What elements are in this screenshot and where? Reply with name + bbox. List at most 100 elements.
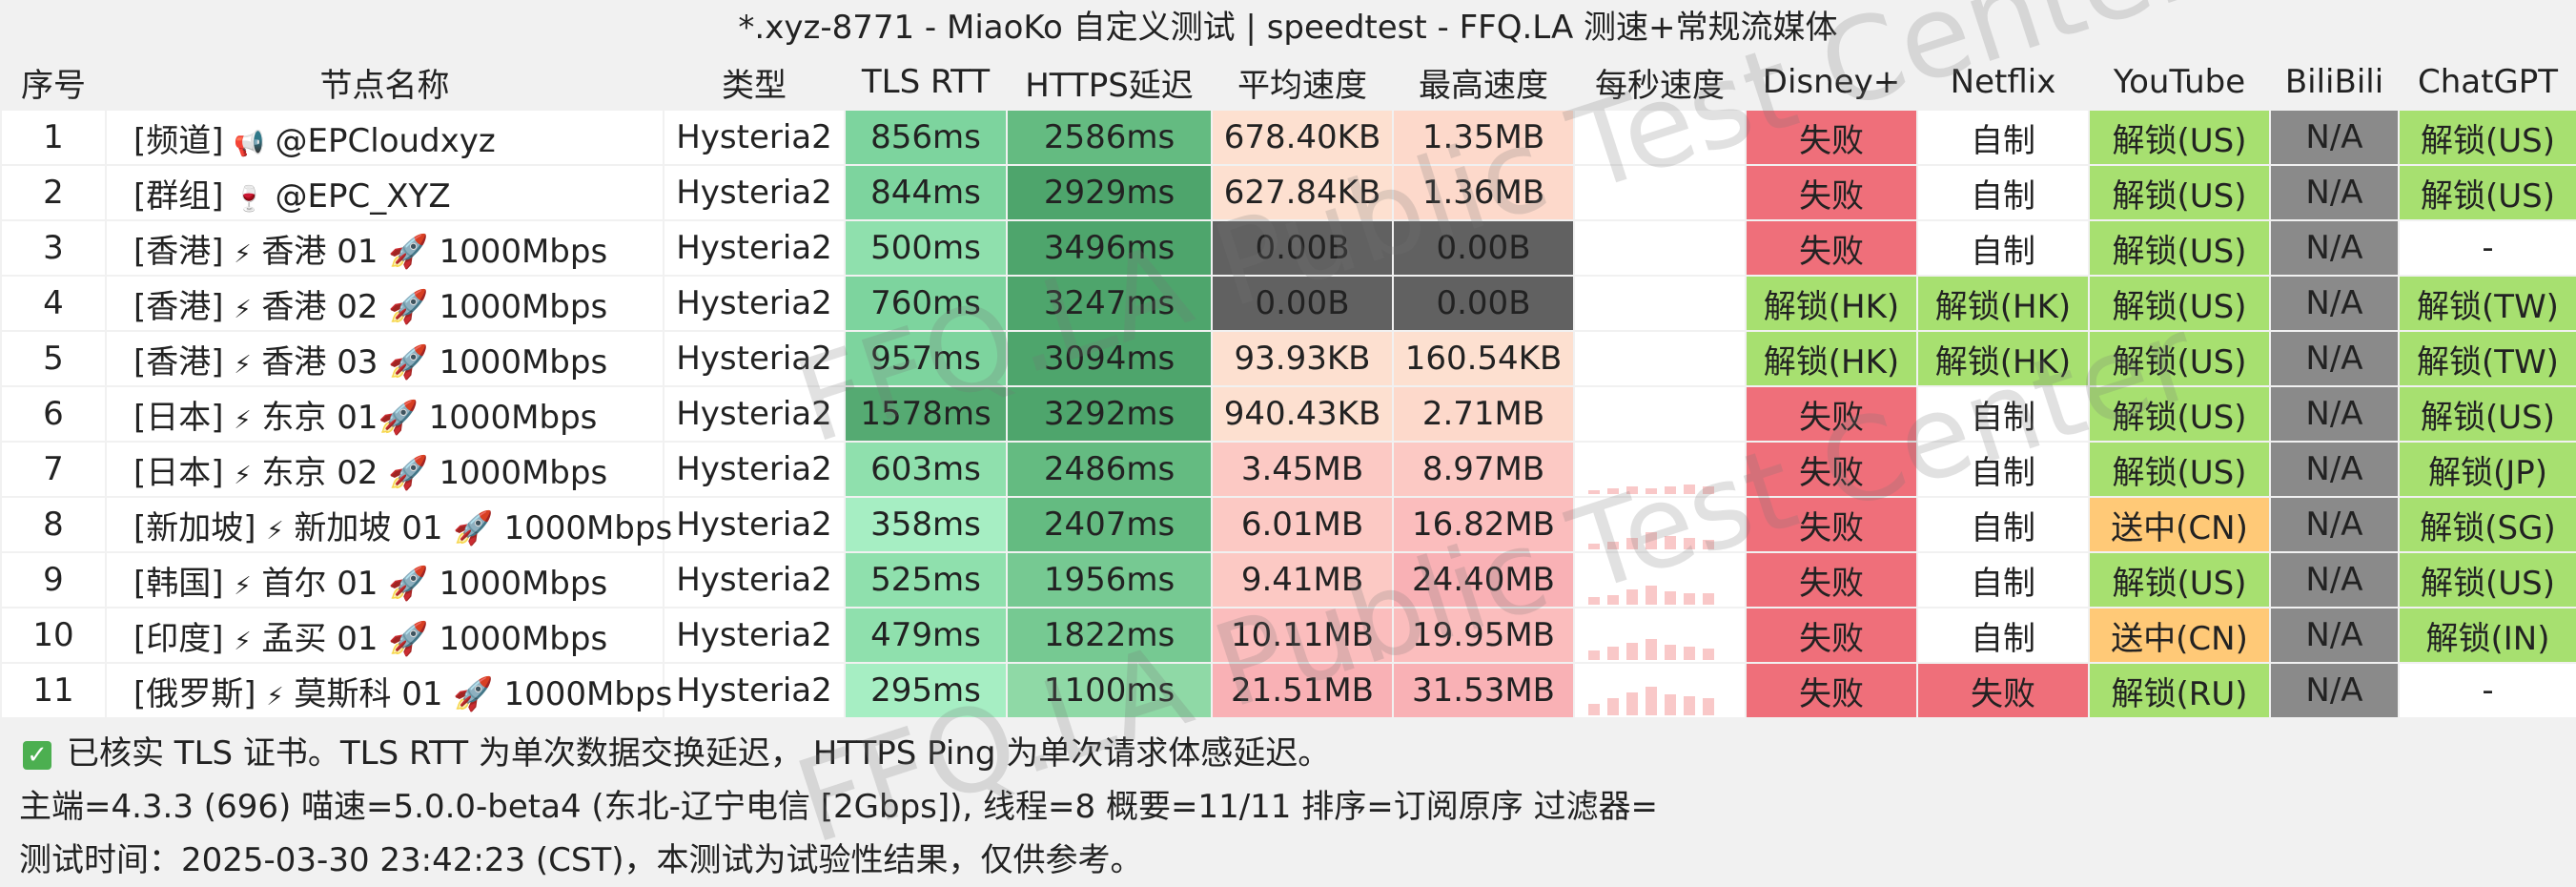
- avg-speed-value: 627.84KB: [1211, 164, 1394, 221]
- per-second-speed-chart: [1573, 441, 1747, 498]
- tls-rtt-value: 295ms: [844, 662, 1008, 719]
- row-index: 5: [0, 330, 107, 387]
- tls-rtt-value: 1578ms: [844, 385, 1008, 443]
- https-latency-value: 3292ms: [1006, 385, 1213, 443]
- bilibili-status: N/A: [2269, 607, 2400, 664]
- row-index: 2: [0, 164, 107, 221]
- header-index[interactable]: 序号: [1, 55, 106, 110]
- youtube-status: 解锁(RU): [2088, 662, 2271, 719]
- table-row[interactable]: 1 [频道] 📢 @EPCloudxyz Hysteria2 856ms 2586ms 6…: [0, 109, 2576, 166]
- youtube-status: 送中(CN): [2088, 496, 2271, 553]
- table-row[interactable]: 11 [俄罗斯] ⚡ 莫斯科 01 🚀 1000Mbps Hysteria2 295m…: [0, 662, 2576, 719]
- bilibili-status: N/A: [2269, 441, 2400, 498]
- speed-sparkline: [1588, 622, 1731, 660]
- header-node-name[interactable]: 节点名称: [106, 55, 664, 110]
- tls-rtt-value: 358ms: [844, 496, 1008, 553]
- sparkline-bar: [1703, 593, 1714, 605]
- header-disney[interactable]: Disney+: [1746, 55, 1917, 110]
- max-speed-value: 1.35MB: [1392, 109, 1575, 166]
- speed-sparkline: [1588, 511, 1731, 549]
- node-emoji-icon: ⚡: [234, 405, 252, 435]
- header-netflix[interactable]: Netflix: [1917, 55, 2089, 110]
- table-row[interactable]: 4 [香港] ⚡ 香港 02 🚀 1000Mbps Hysteria2 760ms 32…: [0, 275, 2576, 332]
- node-name: @EPC_XYZ: [275, 176, 451, 216]
- sparkline-bar: [1626, 589, 1638, 605]
- header-avg-speed[interactable]: 平均速度: [1212, 55, 1393, 110]
- netflix-status: 自制: [1916, 219, 2090, 277]
- table-row[interactable]: 10 [印度] ⚡ 孟买 01 🚀 1000Mbps Hysteria2 479ms 1…: [0, 607, 2576, 664]
- node-protocol: Hysteria2: [663, 662, 846, 719]
- node-protocol: Hysteria2: [663, 164, 846, 221]
- node-name-cell: [日本] ⚡ 东京 01🚀 1000Mbps: [105, 385, 664, 443]
- table-row[interactable]: 6 [日本] ⚡ 东京 01🚀 1000Mbps Hysteria2 1578ms 32…: [0, 385, 2576, 443]
- avg-speed-value: 3.45MB: [1211, 441, 1394, 498]
- row-index: 3: [0, 219, 107, 277]
- netflix-status: 自制: [1916, 441, 2090, 498]
- sparkline-bar: [1646, 586, 1657, 605]
- node-emoji-icon: ⚡: [266, 682, 284, 712]
- sparkline-bar: [1607, 698, 1619, 715]
- bilibili-status: N/A: [2269, 275, 2400, 332]
- node-name-cell: [印度] ⚡ 孟买 01 🚀 1000Mbps: [105, 607, 664, 664]
- per-second-speed-chart: [1573, 551, 1747, 609]
- header-per-second-speed[interactable]: 每秒速度: [1574, 55, 1746, 110]
- chatgpt-status: -: [2398, 662, 2576, 719]
- disney-status: 失败: [1745, 551, 1918, 609]
- youtube-status: 解锁(US): [2088, 385, 2271, 443]
- netflix-status: 自制: [1916, 109, 2090, 166]
- https-latency-value: 3247ms: [1006, 275, 1213, 332]
- tls-note: ✓ 已核实 TLS 证书。TLS RTT 为单次数据交换延迟， HTTPS Pin…: [0, 727, 2576, 780]
- https-latency-value: 2486ms: [1006, 441, 1213, 498]
- node-name-cell: [俄罗斯] ⚡ 莫斯科 01 🚀 1000Mbps: [105, 662, 672, 719]
- max-speed-value: 1.36MB: [1392, 164, 1575, 221]
- sparkline-bar: [1703, 698, 1714, 715]
- table-row[interactable]: 3 [香港] ⚡ 香港 01 🚀 1000Mbps Hysteria2 500ms 34…: [0, 219, 2576, 277]
- table-row[interactable]: 7 [日本] ⚡ 东京 02 🚀 1000Mbps Hysteria2 603ms 24…: [0, 441, 2576, 498]
- node-protocol: Hysteria2: [663, 330, 846, 387]
- row-index: 6: [0, 385, 107, 443]
- max-speed-value: 19.95MB: [1392, 607, 1575, 664]
- table-row[interactable]: 9 [韩国] ⚡ 首尔 01 🚀 1000Mbps Hysteria2 525ms 19…: [0, 551, 2576, 609]
- header-bilibili[interactable]: BiliBili: [2270, 55, 2399, 110]
- netflix-status: 自制: [1916, 164, 2090, 221]
- table-row[interactable]: 8 [新加坡] ⚡ 新加坡 01 🚀 1000Mbps Hysteria2 358ms…: [0, 496, 2576, 553]
- header-youtube[interactable]: YouTube: [2089, 55, 2270, 110]
- max-speed-value: 0.00B: [1392, 219, 1575, 277]
- sparkline-bar: [1607, 595, 1619, 605]
- avg-speed-value: 10.11MB: [1211, 607, 1394, 664]
- https-latency-value: 2407ms: [1006, 496, 1213, 553]
- sparkline-bar: [1665, 486, 1676, 494]
- node-emoji-icon: ⚡: [234, 350, 252, 380]
- backend-info: 主端=4.3.3 (696) 喵速=5.0.0-beta4 (东北-辽宁电信 […: [0, 780, 2576, 834]
- row-index: 10: [0, 607, 107, 664]
- node-emoji-icon: ⚡: [234, 461, 252, 490]
- node-name: 莫斯科 01 🚀 1000Mbps: [294, 674, 673, 713]
- netflix-status: 解锁(HK): [1916, 275, 2090, 332]
- chatgpt-status: 解锁(US): [2398, 551, 2576, 609]
- per-second-speed-chart: [1573, 330, 1747, 387]
- tls-note-text: 已核实 TLS 证书。TLS RTT 为单次数据交换延迟， HTTPS Ping…: [67, 734, 1331, 773]
- disney-status: 解锁(HK): [1745, 330, 1918, 387]
- header-chatgpt[interactable]: ChatGPT: [2399, 55, 2576, 110]
- per-second-speed-chart: [1573, 607, 1747, 664]
- max-speed-value: 8.97MB: [1392, 441, 1575, 498]
- sparkline-bar: [1607, 647, 1619, 660]
- header-https-latency[interactable]: HTTPS延迟: [1007, 55, 1212, 110]
- sparkline-bar: [1588, 704, 1600, 715]
- youtube-status: 送中(CN): [2088, 607, 2271, 664]
- table-row[interactable]: 5 [香港] ⚡ 香港 03 🚀 1000Mbps Hysteria2 957ms 30…: [0, 330, 2576, 387]
- netflix-status: 自制: [1916, 496, 2090, 553]
- row-index: 7: [0, 441, 107, 498]
- test-time: 测试时间：2025-03-30 23:42:23 (CST)，本测试为试验性结果…: [0, 834, 2576, 887]
- header-max-speed[interactable]: 最高速度: [1393, 55, 1574, 110]
- disney-status: 失败: [1745, 164, 1918, 221]
- header-tls-rtt[interactable]: TLS RTT: [845, 55, 1007, 110]
- disney-status: 失败: [1745, 441, 1918, 498]
- sparkline-bar: [1665, 591, 1676, 605]
- tls-rtt-value: 760ms: [844, 275, 1008, 332]
- row-index: 11: [0, 662, 107, 719]
- disney-status: 失败: [1745, 607, 1918, 664]
- header-type[interactable]: 类型: [664, 55, 845, 110]
- node-name: 香港 02 🚀 1000Mbps: [261, 287, 608, 326]
- table-row[interactable]: 2 [群组] 🍷 @EPC_XYZ Hysteria2 844ms 2929ms 627.…: [0, 164, 2576, 221]
